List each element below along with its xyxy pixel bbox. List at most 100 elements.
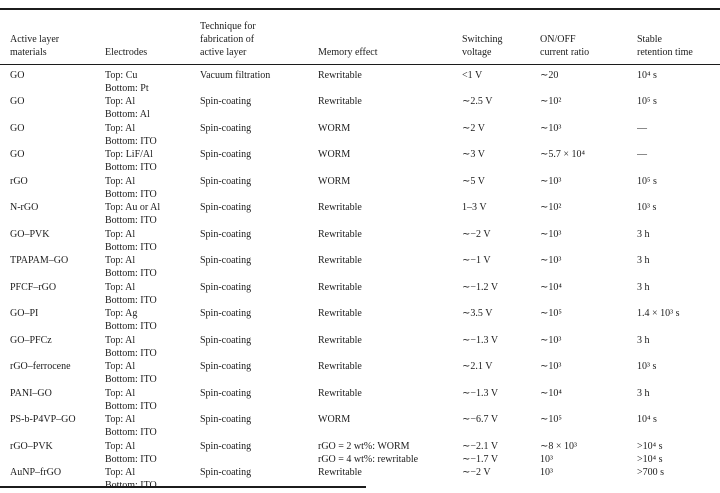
cell-on-off-ratio: ∼10⁴	[540, 281, 562, 293]
header-row: Active layer materials Electrodes Techni…	[0, 8, 720, 65]
column-header-technique: Technique for fabrication of active laye…	[200, 8, 318, 65]
table-row: rGO–ferrocene Top: Al Bottom: ITO Spin-c…	[0, 360, 720, 387]
cell-electrodes: Top: Al Bottom: ITO	[105, 440, 157, 465]
cell-on-off-ratio: ∼8 × 10³ 10³	[540, 440, 578, 465]
memory-devices-table: Active layer materials Electrodes Techni…	[0, 8, 720, 493]
column-header-switching-voltage: Switching voltage	[462, 8, 540, 65]
cell-memory-effect: Rewritable	[318, 361, 362, 372]
column-header-on-off-ratio: ON/OFF current ratio	[540, 8, 637, 65]
cell-material: GO	[10, 70, 25, 81]
cell-switching-voltage: ∼−6.7 V	[462, 414, 499, 425]
cell-electrodes: Top: Al Bottom: ITO	[105, 228, 157, 253]
cell-material: GO–PI	[10, 308, 39, 319]
cell-technique: Spin-coating	[200, 281, 252, 293]
cell-on-off-ratio: ∼10³	[540, 122, 562, 134]
cell-material: rGO	[10, 175, 28, 187]
cell-electrodes: Top: Al Bottom: ITO	[105, 361, 157, 385]
cell-switching-voltage: <1 V	[462, 70, 483, 81]
cell-material: PFCF–rGO	[10, 281, 57, 293]
cell-technique: Spin-coating	[200, 440, 252, 452]
cell-electrodes: Top: Al Bottom: ITO	[105, 414, 157, 438]
cell-material: GO	[10, 149, 25, 160]
cell-switching-voltage: ∼2 V	[462, 122, 485, 134]
cell-on-off-ratio: ∼20	[540, 70, 559, 81]
cell-switching-voltage: ∼−1.3 V	[462, 387, 499, 399]
table-row: GO–PI Top: Ag Bottom: ITO Spin-coating R…	[0, 307, 720, 334]
cell-retention-time: 3 h	[637, 334, 650, 346]
cell-on-off-ratio: ∼10⁵	[540, 308, 562, 319]
cell-memory-effect: Rewritable	[318, 255, 362, 266]
cell-technique: Spin-coating	[200, 308, 252, 319]
table-bottom-rule	[0, 486, 366, 488]
cell-retention-time: >700 s	[637, 467, 665, 478]
cell-on-off-ratio: ∼10⁴	[540, 387, 562, 399]
cell-switching-voltage: ∼3 V	[462, 149, 485, 160]
cell-material: GO–PVK	[10, 228, 50, 240]
cell-memory-effect: rGO = 2 wt%: WORM rGO = 4 wt%: rewritabl…	[318, 440, 419, 465]
table-body: GO Top: Cu Bottom: Pt Vacuum filtration …	[0, 65, 720, 493]
cell-memory-effect: WORM	[318, 122, 351, 134]
cell-on-off-ratio: ∼10³	[540, 255, 562, 266]
cell-memory-effect: WORM	[318, 149, 351, 160]
cell-switching-voltage: ∼−2 V	[462, 467, 491, 478]
cell-material: PANI–GO	[10, 387, 52, 399]
cell-material: AuNP–frGO	[10, 467, 62, 478]
column-header-active-layer-materials: Active layer materials	[0, 8, 105, 65]
cell-retention-time: >10⁴ s >10⁴ s	[637, 440, 663, 465]
cell-electrodes: Top: Al Bottom: ITO	[105, 334, 157, 359]
table-row: GO Top: LiF/Al Bottom: ITO Spin-coating …	[0, 148, 720, 175]
cell-technique: Spin-coating	[200, 361, 252, 372]
cell-electrodes: Top: Al Bottom: ITO	[105, 255, 157, 279]
cell-technique: Spin-coating	[200, 175, 252, 187]
cell-electrodes: Top: Al Bottom: ITO	[105, 387, 157, 412]
cell-on-off-ratio: 10³	[540, 467, 553, 478]
cell-technique: Spin-coating	[200, 387, 252, 399]
cell-technique: Spin-coating	[200, 255, 252, 266]
table-row: AuNP–frGO Top: Al Bottom: ITO Spin-coati…	[0, 466, 720, 493]
cell-electrodes: Top: Ag Bottom: ITO	[105, 308, 157, 332]
cell-on-off-ratio: ∼10²	[540, 96, 562, 107]
cell-switching-voltage: ∼2.1 V	[462, 361, 493, 372]
table-row: GO Top: Cu Bottom: Pt Vacuum filtration …	[0, 65, 720, 96]
column-header-retention-time: Stable retention time	[637, 8, 720, 65]
table-row: rGO–PVK Top: Al Bottom: ITO Spin-coating…	[0, 440, 720, 467]
cell-electrodes: Top: Al Bottom: ITO	[105, 467, 157, 491]
cell-electrodes: Top: Al Bottom: ITO	[105, 122, 157, 147]
cell-memory-effect: Rewritable	[318, 202, 362, 213]
cell-electrodes: Top: Al Bottom: ITO	[105, 175, 157, 200]
cell-switching-voltage: ∼−1.3 V	[462, 334, 499, 346]
cell-switching-voltage: ∼−2.1 V ∼−1.7 V	[462, 440, 499, 465]
cell-retention-time: 1.4 × 10³ s	[637, 308, 680, 319]
cell-retention-time: 10⁴ s	[637, 414, 657, 425]
table-row: GO–PVK Top: Al Bottom: ITO Spin-coating …	[0, 228, 720, 255]
cell-material: TPAPAM–GO	[10, 255, 69, 266]
cell-on-off-ratio: ∼10³	[540, 361, 562, 372]
cell-retention-time: 3 h	[637, 387, 650, 399]
cell-technique: Spin-coating	[200, 202, 252, 213]
cell-technique: Vacuum filtration	[200, 70, 271, 81]
table-row: PANI–GO Top: Al Bottom: ITO Spin-coating…	[0, 387, 720, 414]
cell-material: rGO–PVK	[10, 440, 53, 452]
cell-electrodes: Top: Al Bottom: ITO	[105, 281, 157, 306]
cell-technique: Spin-coating	[200, 334, 252, 346]
column-header-memory-effect: Memory effect	[318, 8, 462, 65]
cell-material: N-rGO	[10, 202, 39, 213]
cell-memory-effect: Rewritable	[318, 308, 362, 319]
cell-retention-time: —	[637, 122, 647, 134]
cell-switching-voltage: ∼3.5 V	[462, 308, 493, 319]
cell-technique: Spin-coating	[200, 149, 252, 160]
cell-switching-voltage: ∼−2 V	[462, 228, 491, 240]
table-row: GO–PFCz Top: Al Bottom: ITO Spin-coating…	[0, 334, 720, 361]
cell-material: GO–PFCz	[10, 334, 52, 346]
table-row: rGO Top: Al Bottom: ITO Spin-coating WOR…	[0, 175, 720, 202]
cell-switching-voltage: 1–3 V	[462, 202, 487, 213]
cell-switching-voltage: ∼5 V	[462, 175, 485, 187]
cell-electrodes: Top: Au or Al Bottom: ITO	[105, 202, 161, 226]
table-row: TPAPAM–GO Top: Al Bottom: ITO Spin-coati…	[0, 254, 720, 281]
table-row: PS-b-P4VP–GO Top: Al Bottom: ITO Spin-co…	[0, 413, 720, 440]
cell-switching-voltage: ∼−1.2 V	[462, 281, 499, 293]
cell-on-off-ratio: ∼10⁵	[540, 414, 562, 425]
cell-memory-effect: WORM	[318, 175, 351, 187]
cell-memory-effect: Rewritable	[318, 387, 362, 399]
cell-material: GO	[10, 96, 25, 107]
